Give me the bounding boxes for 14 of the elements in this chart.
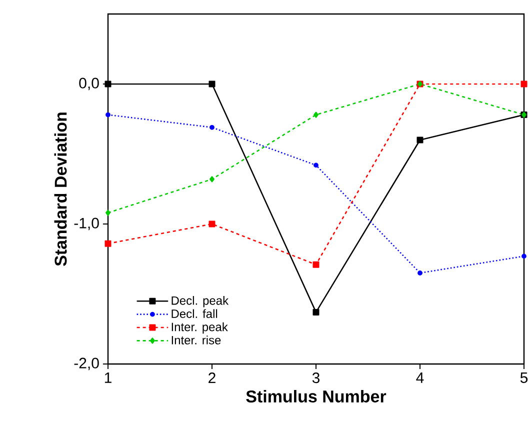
x-tick-label: 4 [416,372,424,383]
y-tick-label: 0,0 [79,78,99,90]
x-tick-label: 5 [520,372,528,383]
x-tick-label: 1 [104,372,112,383]
legend-label: Decl. peak [172,296,229,308]
x-axis-title: Stimulus Number [246,390,386,402]
legend-label: Inter. rise [172,336,221,344]
y-tick-label: -2,0 [74,358,99,370]
y-axis-title: Standard Deviation [54,112,67,266]
y-tick-label: -1,0 [74,218,99,230]
x-tick-label: 3 [312,372,320,384]
x-tick-label: 2 [208,372,216,383]
legend-label: Inter. peak [172,322,228,334]
legend-label: Decl. fall [172,309,218,318]
